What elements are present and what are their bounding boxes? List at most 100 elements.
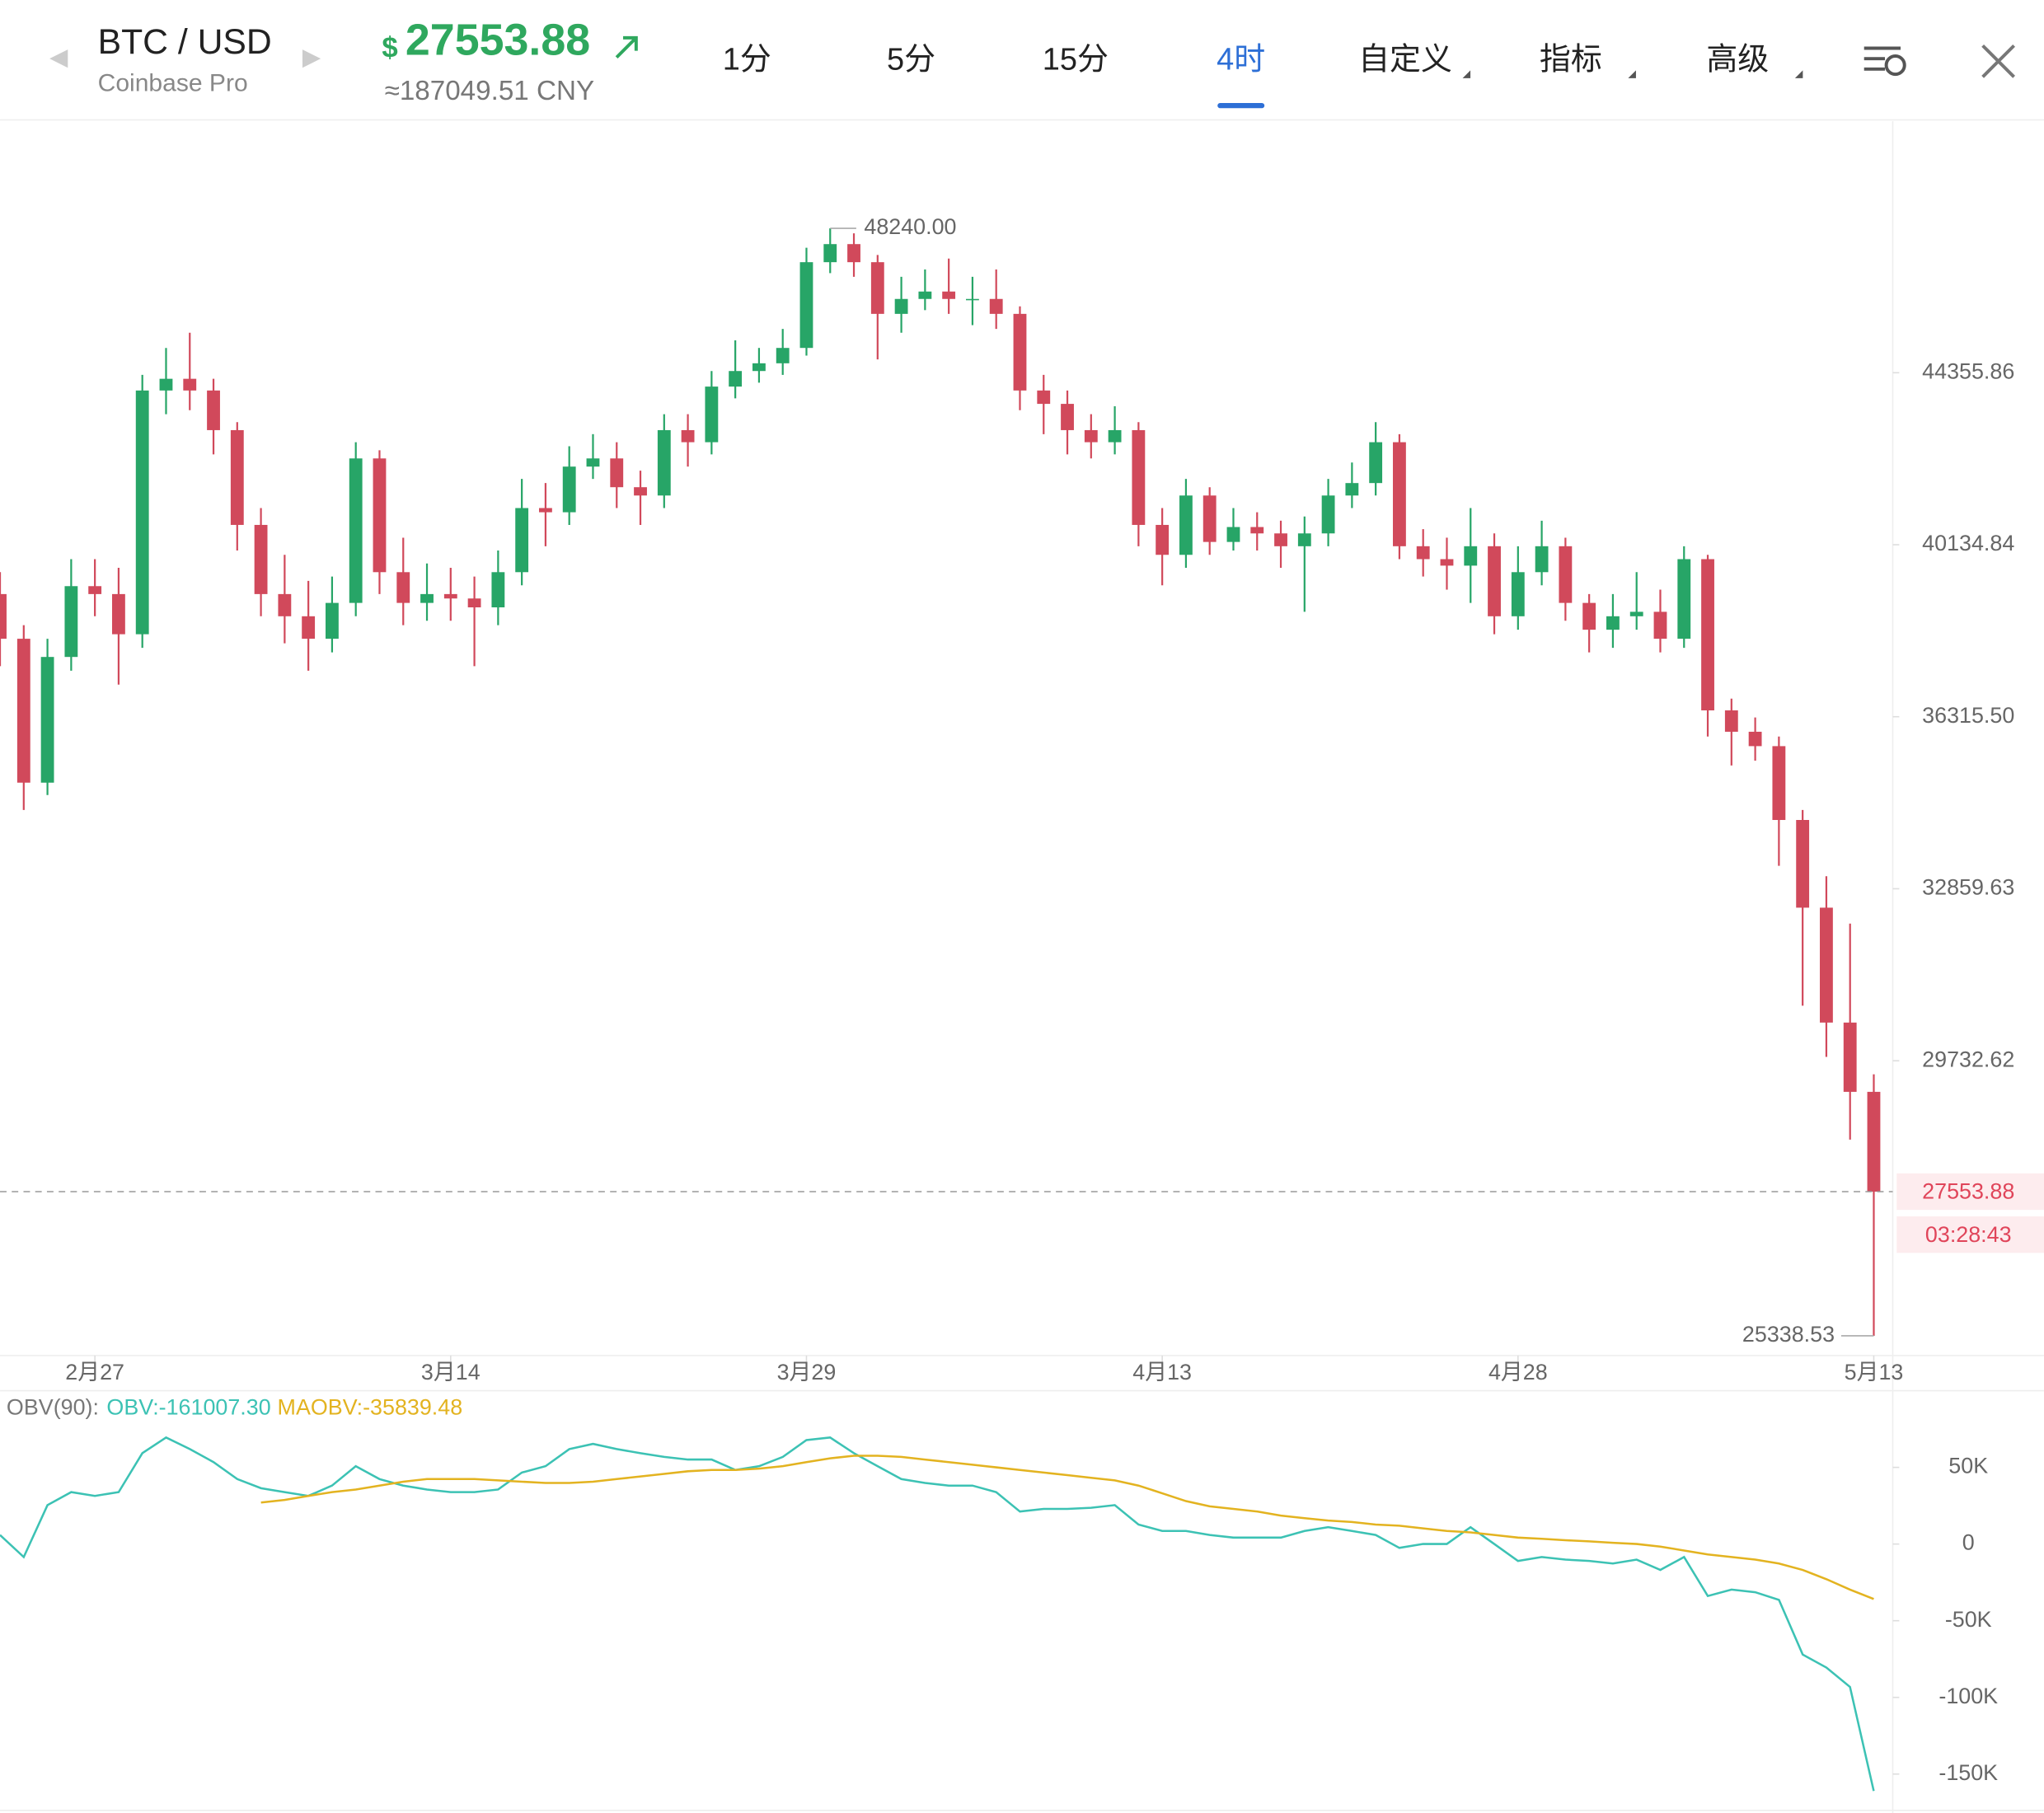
- candle: [254, 508, 268, 616]
- candle-body: [1156, 524, 1170, 555]
- tab[interactable]: 5分: [887, 42, 935, 77]
- candle-body: [823, 244, 837, 263]
- candle-body: [1535, 546, 1549, 573]
- candle: [1677, 546, 1691, 649]
- candle: [562, 446, 576, 525]
- candle-body: [1037, 390, 1051, 405]
- candle-body: [1416, 546, 1430, 560]
- candle: [752, 348, 766, 383]
- candle-body: [491, 572, 505, 607]
- candle: [681, 414, 695, 467]
- countdown: 03:28:43: [1925, 1222, 2012, 1247]
- y-tick-label: 50K: [1948, 1454, 1988, 1478]
- candle-body: [752, 363, 766, 372]
- candle: [373, 450, 387, 594]
- tab[interactable]: 高级: [1706, 42, 1803, 78]
- candle: [847, 233, 860, 277]
- extreme-label: 25338.53: [1742, 1322, 1835, 1347]
- candle: [539, 483, 552, 546]
- x-tick-label: 5月13: [1845, 1360, 1904, 1384]
- tab-label: 5分: [887, 42, 935, 77]
- candle-body: [420, 593, 434, 603]
- y-tick-label: 29732.62: [1922, 1047, 2014, 1071]
- x-tick-label: 2月27: [65, 1360, 124, 1384]
- candle: [657, 414, 671, 508]
- candle-body: [396, 572, 410, 603]
- candle: [396, 537, 410, 625]
- candle-body: [1724, 710, 1738, 732]
- candle-body: [1061, 404, 1074, 430]
- y-tick-label: -150K: [1939, 1760, 1998, 1785]
- candle-body: [870, 262, 884, 314]
- candle-body: [1772, 746, 1786, 821]
- timeframe-tabs: 1分 5分 15分 4时 自定义 指标 高级: [723, 42, 1803, 109]
- candle-body: [1132, 429, 1146, 525]
- candle: [1488, 533, 1501, 635]
- candle: [1724, 698, 1738, 766]
- candle: [1156, 508, 1170, 586]
- candle-body: [302, 616, 316, 639]
- candle-body: [40, 657, 54, 783]
- candle-body: [1202, 495, 1217, 542]
- tab-label: 自定义: [1358, 42, 1452, 77]
- current-price-box: [1896, 1173, 2044, 1211]
- candle-body: [799, 262, 813, 349]
- settings-icon[interactable]: [1864, 46, 1906, 77]
- close-button[interactable]: [1981, 44, 2015, 78]
- legend-entry: MAOBV:-35839.48: [278, 1395, 463, 1420]
- plot: 44355.86 40134.84 36315.50 32859.63 29732.62…: [0, 214, 2044, 1792]
- candle-body: [64, 586, 78, 658]
- candle-body: [183, 378, 197, 391]
- tab[interactable]: 自定义: [1358, 42, 1471, 78]
- candle: [1820, 876, 1833, 1057]
- candle-body: [443, 593, 457, 599]
- candle-body: [1464, 546, 1478, 566]
- y-tick-label: 0: [1962, 1530, 1975, 1555]
- candle: [1108, 405, 1122, 455]
- candle: [1748, 717, 1762, 761]
- tab[interactable]: 指标: [1540, 42, 1636, 78]
- currency-sign: $: [382, 32, 397, 63]
- candle-body: [1559, 546, 1573, 603]
- candle: [349, 442, 363, 616]
- next-symbol[interactable]: [302, 49, 321, 68]
- candle: [1274, 520, 1287, 569]
- candle: [799, 247, 813, 356]
- tab[interactable]: 4时: [1217, 42, 1265, 109]
- indicator-legend: OBV(90): OBV:-161007.30 MAOBV:-35839.48: [7, 1395, 462, 1420]
- candle-body: [326, 602, 339, 639]
- candle: [1345, 462, 1359, 508]
- tab[interactable]: 1分: [723, 42, 771, 77]
- candle: [1037, 374, 1051, 434]
- candle-body: [1748, 731, 1762, 747]
- prev-symbol[interactable]: [49, 49, 68, 68]
- candle-body: [1606, 616, 1620, 630]
- y-tick-label: -50K: [1945, 1607, 1992, 1632]
- candle-body: [562, 466, 576, 513]
- candle: [776, 329, 790, 375]
- candle: [16, 625, 30, 810]
- legend-entry: OBV:-161007.30: [106, 1395, 270, 1420]
- candle: [1772, 736, 1786, 866]
- candle: [1867, 1074, 1881, 1336]
- candle-body: [586, 458, 600, 467]
- candle: [491, 550, 505, 625]
- candle: [634, 471, 647, 525]
- candle-body: [1701, 559, 1714, 711]
- converted-price: ≈187049.51 CNY: [385, 76, 595, 106]
- candle: [1061, 390, 1074, 455]
- candle-body: [1488, 546, 1501, 616]
- candle-body: [1250, 527, 1264, 534]
- tab[interactable]: 15分: [1043, 42, 1109, 77]
- tab-label: 4时: [1217, 42, 1265, 77]
- indicator-title: OBV(90):: [7, 1395, 99, 1420]
- candle: [1511, 546, 1525, 630]
- countdown-box: [1896, 1216, 2044, 1253]
- candle-body: [88, 586, 102, 594]
- candle: [302, 580, 316, 671]
- candle-body: [847, 244, 860, 263]
- candle-body: [942, 291, 956, 299]
- candle: [1321, 479, 1335, 546]
